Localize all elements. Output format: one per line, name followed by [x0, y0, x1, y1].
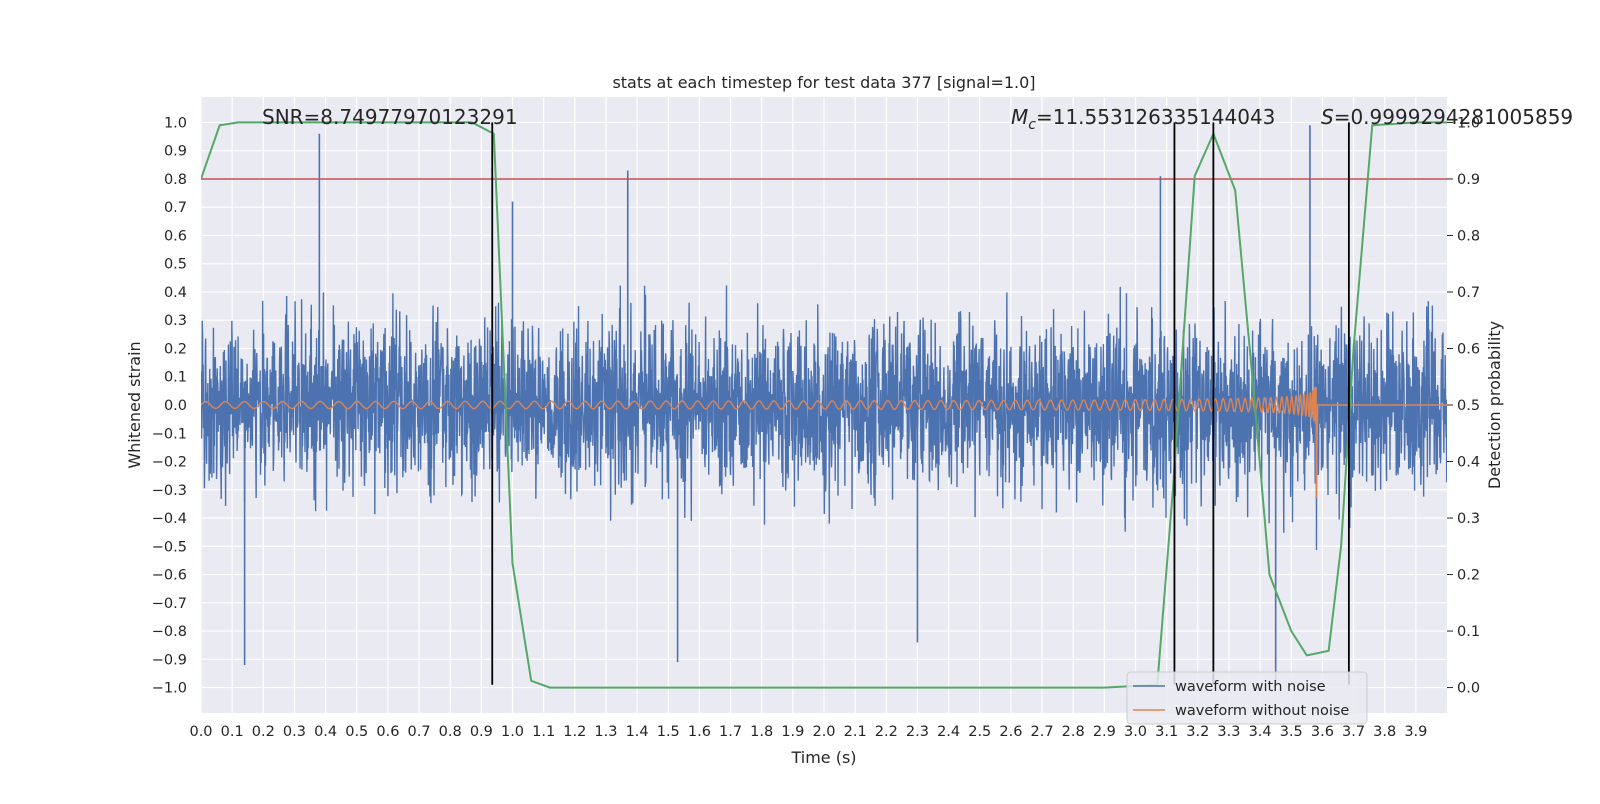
y-tick-label-right: 0.9	[1457, 172, 1480, 188]
x-tick-label: 0.0	[189, 724, 212, 740]
x-tick-label: 3.1	[1155, 724, 1178, 740]
x-tick-label: 3.5	[1280, 724, 1303, 740]
y-tick-label-left: 0.1	[164, 370, 187, 386]
y-tick-label-left: −0.1	[152, 426, 187, 442]
y-axis-label-left: Whitened strain	[125, 341, 144, 468]
x-tick-label: 1.5	[657, 724, 680, 740]
mc-subscript: c	[1028, 117, 1036, 133]
legend: waveform with noise waveform without noi…	[1126, 671, 1368, 725]
y-tick-label-right: 0.1	[1457, 624, 1480, 640]
y-tick-label-left: 0.3	[164, 313, 187, 329]
y-tick-label-left: 0.9	[164, 144, 187, 160]
snr-annotation: SNR=8.74977970123291	[262, 105, 518, 129]
y-tick-label-left: −0.5	[152, 539, 187, 555]
x-tick-label: 0.6	[376, 724, 399, 740]
x-tick-label: 2.1	[844, 724, 867, 740]
y-tick-label-right: 0.4	[1457, 455, 1480, 471]
x-tick-label: 1.4	[626, 724, 649, 740]
x-tick-labels: 0.0 0.1 0.2 0.3 0.4 0.5 0.6 0.7 0.8 0.9 1.0 1.1 1.2 1…	[189, 724, 1427, 740]
x-tick-label: 2.6	[999, 724, 1022, 740]
y-tick-label-left: 0.2	[164, 341, 187, 357]
y-tick-label-left: 0.8	[164, 172, 187, 188]
y-tick-label-left: 1.0	[164, 115, 187, 131]
y-tick-label-left: −0.9	[152, 652, 187, 668]
s-value: =0.9999294281005859	[1334, 105, 1573, 129]
series-waveform-with-noise	[201, 285, 1447, 551]
x-tick-label: 0.2	[252, 724, 275, 740]
series-detection-probability	[201, 121, 1447, 689]
x-tick-label: 0.4	[314, 724, 337, 740]
y-tick-labels-left: 1.0 0.9 0.8 0.7 0.6 0.5 0.4 0.3 0.2 0.1 0.0 −0.1 −0.…	[152, 115, 187, 696]
y-tick-label-left: −0.7	[152, 596, 187, 612]
series-waveform-without-noise	[201, 386, 1447, 499]
y-tick-label-right: 0.6	[1457, 341, 1480, 357]
x-tick-label: 0.8	[439, 724, 462, 740]
y-tick-label-left: −1.0	[152, 681, 187, 697]
series-layer	[201, 121, 1447, 689]
x-tick-label: 1.1	[532, 724, 555, 740]
y-tick-label-left: −0.3	[152, 483, 187, 499]
x-tick-label: 1.8	[750, 724, 773, 740]
x-tick-label: 3.7	[1342, 724, 1365, 740]
chirp-mass-annotation: Mc=11.553126335144043	[1011, 105, 1275, 133]
x-tick-label: 1.9	[781, 724, 804, 740]
legend-label-clean: waveform without noise	[1175, 703, 1349, 719]
x-tick-label: 1.2	[563, 724, 586, 740]
chart-title: stats at each timestep for test data 377…	[612, 73, 1035, 92]
x-tick-label: 2.0	[812, 724, 835, 740]
y-tick-labels-right: 0.0 0.1 0.2 0.3 0.4 0.5 0.6 0.7 0.8 0.9 1.0	[1447, 115, 1480, 697]
mc-symbol: M	[1011, 105, 1028, 129]
x-tick-label: 1.7	[719, 724, 742, 740]
y-tick-label-left: −0.2	[152, 455, 187, 471]
y-tick-label-left: −0.8	[152, 624, 187, 640]
x-tick-label: 2.4	[937, 724, 960, 740]
y-tick-label-left: 0.7	[164, 200, 187, 216]
x-tick-label: 1.0	[501, 724, 524, 740]
y-tick-label-left: 0.4	[164, 285, 187, 301]
y-tick-label-right: 0.5	[1457, 398, 1480, 414]
x-tick-label: 2.2	[875, 724, 898, 740]
y-tick-label-left: −0.6	[152, 568, 187, 584]
y-tick-label-left: 0.0	[164, 398, 187, 414]
x-tick-label: 3.0	[1124, 724, 1147, 740]
y-tick-label-left: 0.5	[164, 257, 187, 273]
x-tick-label: 2.9	[1093, 724, 1116, 740]
x-tick-label: 3.6	[1311, 724, 1334, 740]
y-tick-label-right: 0.7	[1457, 285, 1480, 301]
x-tick-label: 3.9	[1404, 724, 1427, 740]
y-tick-label-right: 0.3	[1457, 511, 1480, 527]
y-tick-label-right: 0.2	[1457, 568, 1480, 584]
x-axis-label: Time (s)	[790, 748, 856, 767]
y-tick-label-right: 0.0	[1457, 681, 1480, 697]
x-tick-label: 2.8	[1062, 724, 1085, 740]
legend-label-noise: waveform with noise	[1175, 679, 1326, 695]
x-tick-label: 0.7	[408, 724, 431, 740]
x-tick-label: 0.9	[470, 724, 493, 740]
x-tick-label: 3.3	[1217, 724, 1240, 740]
s-symbol: S	[1321, 105, 1334, 129]
x-tick-label: 1.6	[688, 724, 711, 740]
y-tick-label-right: 0.8	[1457, 228, 1480, 244]
x-tick-label: 2.7	[1031, 724, 1054, 740]
x-tick-label: 0.1	[221, 724, 244, 740]
x-tick-label: 1.3	[594, 724, 617, 740]
s-annotation: S=0.9999294281005859	[1321, 105, 1573, 129]
y-tick-label-left: 0.6	[164, 228, 187, 244]
x-tick-label: 0.5	[345, 724, 368, 740]
x-tick-label: 3.8	[1373, 724, 1396, 740]
y-tick-label-left: −0.4	[152, 511, 187, 527]
x-tick-label: 0.3	[283, 724, 306, 740]
legend-box	[1126, 671, 1368, 725]
y-axis-label-right: Detection probability	[1485, 321, 1504, 489]
mc-value: =11.553126335144043	[1036, 105, 1275, 129]
y-tick-label-right: 1.0	[1457, 115, 1480, 131]
x-tick-label: 2.5	[968, 724, 991, 740]
x-tick-label: 2.3	[906, 724, 929, 740]
x-tick-label: 3.2	[1186, 724, 1209, 740]
x-tick-label: 3.4	[1249, 724, 1272, 740]
